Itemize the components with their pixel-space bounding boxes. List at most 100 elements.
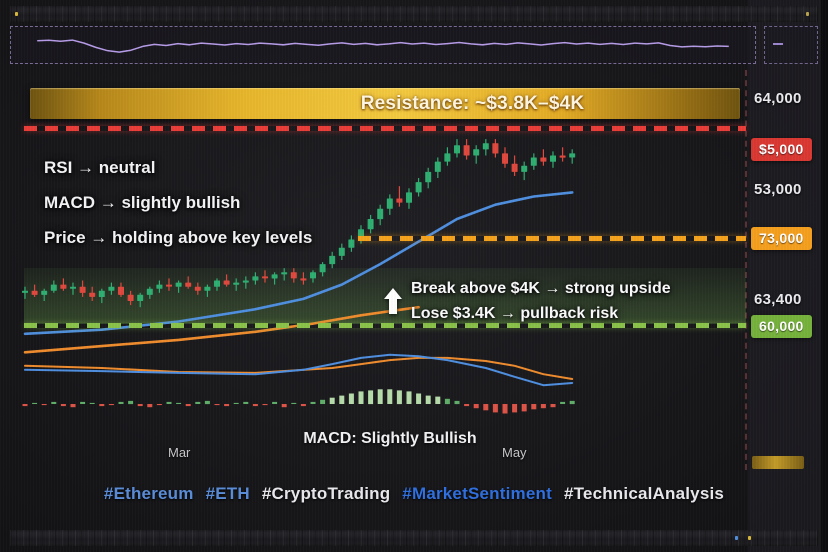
- candle-body: [118, 286, 124, 295]
- hist-bar: [252, 404, 258, 407]
- up-arrow-icon: [384, 288, 402, 314]
- speck: [748, 536, 751, 540]
- candles: [22, 139, 576, 308]
- hist-bar: [310, 401, 316, 404]
- bottom-texture-bar: [10, 530, 818, 546]
- hist-bar: [396, 390, 402, 405]
- hist-bar: [41, 404, 47, 406]
- candle-body: [521, 165, 528, 172]
- slow-ma-line: [23, 305, 420, 354]
- hist-bar: [176, 402, 182, 404]
- hist-bar: [262, 404, 268, 406]
- resistance-banner-text: Resistance: ~$3.8K–$4K: [360, 92, 585, 114]
- macd-histogram: [22, 389, 575, 414]
- hist-bar: [377, 389, 383, 404]
- candle-body: [156, 284, 163, 289]
- price-badge: 73,000: [751, 227, 812, 250]
- hist-bar: [281, 404, 287, 408]
- hist-bar: [51, 401, 57, 404]
- axis-divider-dashed: [745, 70, 747, 470]
- support-dashed-line: [24, 323, 746, 328]
- hist-bar: [195, 401, 201, 404]
- candle-body: [41, 290, 48, 295]
- candle-body: [569, 153, 576, 158]
- hist-bar: [454, 400, 460, 405]
- candle-body: [70, 286, 76, 289]
- candle-body: [367, 219, 374, 230]
- hist-bar: [166, 401, 172, 404]
- candle-body: [377, 208, 384, 220]
- speck: [15, 12, 18, 16]
- speck: [735, 536, 738, 540]
- candle-body: [425, 171, 432, 183]
- hist-bar: [204, 400, 210, 405]
- candle-body: [175, 282, 182, 287]
- hashtag: #MarketSentiment: [402, 484, 552, 503]
- candle-body: [415, 182, 422, 193]
- speck: [806, 12, 809, 16]
- candle-body: [60, 284, 67, 289]
- candle-body: [386, 198, 393, 209]
- hist-bar: [156, 404, 162, 406]
- candle-body: [530, 157, 537, 166]
- annotation-rsi: RSI → neutral: [44, 158, 156, 177]
- hist-bar: [540, 404, 546, 409]
- hist-bar: [406, 391, 412, 404]
- candle-body: [127, 294, 134, 301]
- hist-bar: [492, 404, 498, 413]
- candle-body: [166, 284, 172, 287]
- candle-body: [22, 290, 28, 293]
- hist-bar: [243, 401, 249, 404]
- sparkline-path: [37, 39, 729, 53]
- x-axis-label-mar: Mar: [168, 445, 191, 460]
- hist-bar: [300, 404, 306, 407]
- candle-body: [463, 145, 470, 156]
- hist-bar: [368, 390, 374, 405]
- candle-body: [329, 255, 336, 265]
- candle-body: [252, 276, 259, 281]
- hist-bar: [531, 404, 537, 410]
- hashtag: #TechnicalAnalysis: [563, 484, 725, 503]
- hashtags-row: #Ethereum #ETH #CryptoTrading #MarketSentim…: [0, 484, 828, 504]
- candle-body: [559, 155, 566, 158]
- candle-body: [300, 278, 307, 281]
- candle-body: [502, 153, 508, 164]
- hist-bar: [521, 404, 527, 412]
- hist-bar: [348, 393, 354, 404]
- candle-body: [281, 272, 288, 275]
- hist-bar: [272, 401, 278, 404]
- hist-bar: [214, 404, 220, 406]
- candle-body: [137, 294, 144, 301]
- hist-bar: [483, 404, 489, 411]
- top-texture-bar: [10, 6, 818, 22]
- sparkline-side-box: [764, 26, 818, 64]
- hashtag: #ETH: [205, 484, 250, 503]
- fast-ma-line: [23, 191, 574, 336]
- hist-bar: [128, 400, 134, 405]
- candle-body: [540, 157, 547, 162]
- hist-bar: [358, 391, 364, 404]
- right-edge-strip: [821, 0, 828, 552]
- hist-bar: [80, 401, 86, 404]
- candle-body: [98, 290, 105, 297]
- price-badge: $5,000: [751, 138, 812, 161]
- price-tick-label: 64,000: [754, 90, 802, 107]
- hist-bar: [560, 401, 566, 404]
- macd-line: [24, 353, 574, 387]
- price-axis: 64,000 $5,000 53,000 73,000 63,400 60,000: [750, 0, 826, 552]
- annotation-macd: MACD → slightly bullish: [44, 193, 241, 212]
- hist-bar: [147, 404, 153, 408]
- hist-bar: [320, 399, 326, 404]
- hist-bar: [70, 404, 76, 408]
- candle-body: [444, 153, 451, 162]
- candle-body: [290, 272, 297, 279]
- hist-bar: [185, 404, 191, 407]
- hist-bar: [137, 404, 143, 407]
- resistance-banner: Resistance: ~$3.8K–$4K: [30, 88, 740, 119]
- candle-body: [50, 284, 57, 291]
- candle-body: [146, 288, 153, 295]
- hist-bar: [464, 404, 470, 407]
- hist-bar: [502, 404, 508, 414]
- candle-body: [482, 143, 489, 150]
